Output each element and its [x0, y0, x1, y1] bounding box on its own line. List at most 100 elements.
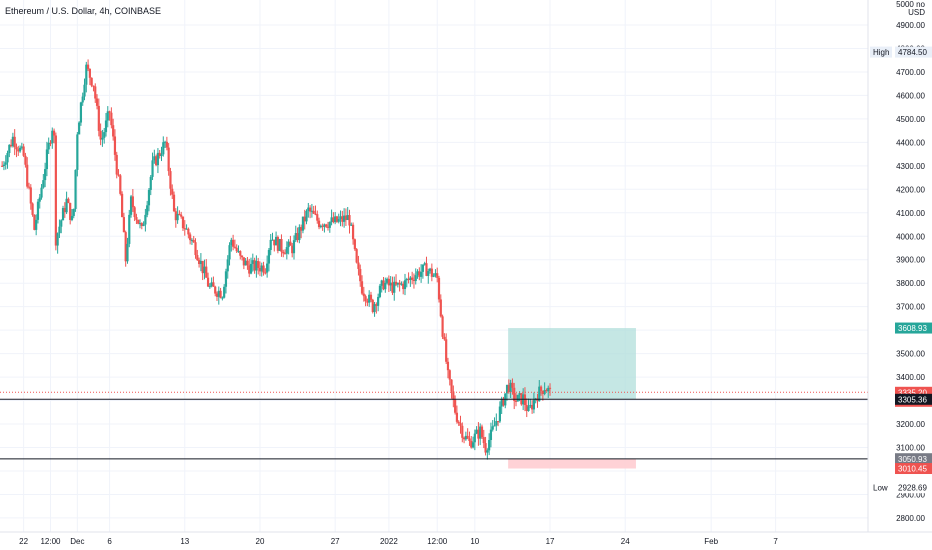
candle-body [262, 265, 265, 273]
candle-body [496, 421, 500, 423]
candle-body [70, 215, 74, 220]
candle-body [448, 370, 451, 380]
candle-body [387, 278, 390, 286]
candle-body [235, 247, 238, 252]
candle-body [269, 239, 272, 250]
candle-body [76, 134, 79, 170]
candle-body [203, 266, 206, 274]
candle-body [153, 156, 156, 161]
candle-body [366, 301, 369, 303]
candle-body [488, 439, 491, 451]
candle-body [189, 234, 192, 241]
candle-body [545, 390, 548, 392]
candle-body [65, 198, 68, 213]
candle-body [146, 205, 149, 215]
stop-zone [508, 459, 636, 469]
candle-body [271, 239, 274, 241]
candle-body [180, 214, 183, 217]
candle-body [479, 426, 482, 439]
candle-body [15, 147, 18, 150]
candle-body [69, 202, 72, 220]
candle-body [260, 265, 263, 272]
candle-body [121, 193, 124, 218]
candle-body [316, 214, 319, 221]
y-tick-label: 4300.00 [896, 162, 925, 171]
candle-body [169, 171, 172, 189]
candle-body [244, 260, 247, 266]
y-tick-label: 4600.00 [896, 91, 925, 100]
candle-body [536, 398, 539, 402]
candle-body [531, 404, 534, 410]
price-tag [895, 46, 932, 58]
candle-body [455, 412, 459, 422]
candle-body [525, 405, 528, 411]
y-tick-label: 4500.00 [896, 115, 925, 124]
candle-body [357, 262, 360, 269]
candle-body [489, 429, 493, 440]
candle-body [135, 217, 138, 220]
candle-body [257, 261, 260, 268]
candle-body [516, 394, 519, 402]
candle-body [303, 216, 306, 222]
candle-body [432, 275, 435, 277]
candle-body [126, 243, 129, 262]
candle-body [300, 227, 303, 231]
candle-body [282, 251, 285, 254]
candle-body [165, 141, 168, 148]
candle-body [446, 361, 450, 371]
candle-body [434, 273, 437, 276]
candle-body [124, 232, 127, 262]
candle-body [527, 406, 530, 411]
candle-body [183, 228, 186, 230]
candle-body [242, 257, 245, 266]
candle-body [156, 152, 160, 166]
candle-body [79, 102, 83, 123]
candle-body [29, 187, 32, 204]
candle-body [163, 141, 167, 143]
candle-body [402, 283, 405, 290]
price-tag [895, 453, 932, 465]
candle-body [380, 280, 383, 286]
candle-body [462, 437, 466, 440]
candle-body [88, 68, 91, 78]
candle-body [54, 135, 57, 246]
candle-body [274, 236, 278, 246]
x-tick-label: 24 [621, 537, 630, 546]
candle-body [334, 216, 337, 223]
candle-body [470, 440, 473, 448]
candle-body [309, 207, 312, 212]
candle-body [344, 215, 348, 221]
candle-body [371, 299, 374, 312]
candle-body [411, 277, 414, 280]
candle-body [33, 214, 36, 230]
candle-body [197, 260, 201, 265]
candle-body [95, 98, 99, 106]
candle-body [495, 421, 498, 426]
candle-body [416, 271, 419, 276]
candle-body [305, 210, 308, 222]
x-tick-label: Dec [70, 537, 84, 546]
axis-header: USD [908, 8, 925, 17]
candle-body [131, 196, 134, 208]
candle-body [505, 384, 509, 394]
candle-body [407, 278, 410, 280]
candle-body [78, 122, 81, 135]
candle-body [232, 239, 235, 247]
y-tick-label: 3200.00 [896, 420, 925, 429]
candle-body [353, 239, 356, 250]
candle-body [339, 216, 342, 220]
candle-body [20, 146, 23, 148]
candle-body [418, 271, 421, 277]
candle-body [60, 220, 63, 227]
candle-body [26, 164, 29, 187]
candle-body [248, 265, 251, 274]
candle-body [178, 213, 181, 215]
candle-body [491, 426, 494, 430]
candle-body [359, 268, 362, 282]
candle-body [450, 379, 453, 392]
candle-body [10, 144, 13, 147]
candle-body [210, 282, 213, 287]
candle-body [276, 236, 279, 251]
candle-body [172, 194, 176, 212]
